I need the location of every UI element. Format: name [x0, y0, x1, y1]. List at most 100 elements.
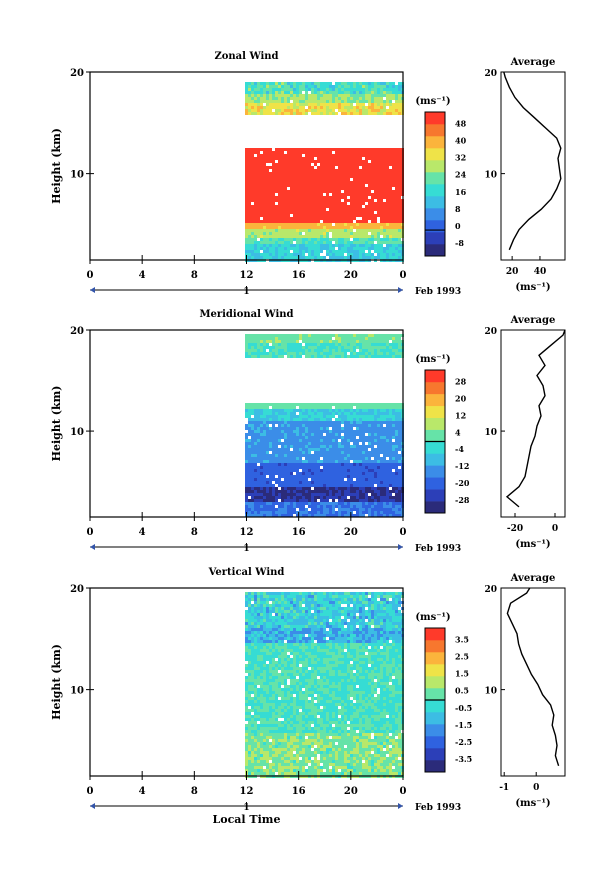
heatmap-cell	[383, 196, 386, 199]
heatmap-cell	[278, 235, 281, 238]
heatmap-cell	[350, 346, 353, 349]
heatmap-cell	[293, 151, 296, 154]
heatmap-cell	[383, 415, 386, 418]
heatmap-cell	[248, 88, 251, 91]
heatmap-cell	[329, 418, 332, 421]
heatmap-cell	[362, 148, 365, 151]
heatmap-cell	[335, 442, 338, 445]
heatmap-cell	[281, 508, 284, 511]
heatmap-cell	[293, 352, 296, 355]
heatmap-cell	[287, 508, 290, 511]
heatmap-cell	[320, 208, 323, 211]
colorbar-swatch	[425, 394, 445, 406]
heatmap-cell	[380, 181, 383, 184]
heatmap-cell	[353, 214, 356, 217]
heatmap-cell	[314, 490, 317, 493]
heatmap-cell	[380, 88, 383, 91]
heatmap-cell	[305, 490, 308, 493]
heatmap-cell	[389, 424, 392, 427]
heatmap-cell	[266, 211, 269, 214]
heatmap-cell	[341, 478, 344, 481]
heatmap-cell	[260, 508, 263, 511]
heatmap-cell	[386, 235, 389, 238]
heatmap-cell	[266, 490, 269, 493]
heatmap-cell	[323, 223, 326, 226]
heatmap-cell	[380, 238, 383, 241]
heatmap-cell	[305, 82, 308, 85]
heatmap-cell	[398, 223, 401, 226]
heatmap-cell	[350, 493, 353, 496]
heatmap-cell	[338, 103, 341, 106]
heatmap-cell	[392, 226, 395, 229]
heatmap-cell	[386, 250, 389, 253]
heatmap-cell	[350, 505, 353, 508]
heatmap-cell	[275, 244, 278, 247]
heatmap-cell	[350, 244, 353, 247]
heatmap-cell	[305, 112, 308, 115]
heatmap-cell	[257, 235, 260, 238]
heatmap-cell	[293, 451, 296, 454]
heatmap-cell	[266, 337, 269, 340]
heatmap-cell	[350, 148, 353, 151]
heatmap-cell	[293, 436, 296, 439]
heatmap-cell	[302, 445, 305, 448]
heatmap-cell	[341, 229, 344, 232]
heatmap-cell	[338, 463, 341, 466]
heatmap-cell	[374, 475, 377, 478]
heatmap-cell	[380, 493, 383, 496]
heatmap-cell	[278, 190, 281, 193]
heatmap-cell	[329, 475, 332, 478]
heatmap-cell	[329, 169, 332, 172]
heatmap-cell	[332, 178, 335, 181]
heatmap-cell	[290, 508, 293, 511]
heatmap-cell	[341, 97, 344, 100]
heatmap-cell	[329, 217, 332, 220]
heatmap-cell	[335, 241, 338, 244]
heatmap-cell	[284, 253, 287, 256]
heatmap-cell	[374, 250, 377, 253]
heatmap-cell	[308, 166, 311, 169]
heatmap-cell	[380, 421, 383, 424]
heatmap-cell	[335, 232, 338, 235]
heatmap-cell	[260, 256, 263, 259]
heatmap-cell	[287, 250, 290, 253]
heatmap-cell	[248, 241, 251, 244]
heatmap-cell	[290, 97, 293, 100]
heatmap-cell	[278, 337, 281, 340]
heatmap-cell	[278, 511, 281, 514]
heatmap-cell	[368, 88, 371, 91]
heatmap-cell	[302, 202, 305, 205]
heatmap-cell	[320, 448, 323, 451]
heatmap-cell	[287, 334, 290, 337]
heatmap-cell	[323, 244, 326, 247]
heatmap-cell	[383, 217, 386, 220]
heatmap-cell	[257, 193, 260, 196]
heatmap-cell	[341, 181, 344, 184]
heatmap-cell	[251, 352, 254, 355]
heatmap-cell	[257, 211, 260, 214]
heatmap-cell	[263, 109, 266, 112]
heatmap-cell	[359, 430, 362, 433]
heatmap-cell	[347, 94, 350, 97]
heatmap-cell	[278, 223, 281, 226]
heatmap-cell	[386, 91, 389, 94]
heatmap-cell	[305, 205, 308, 208]
heatmap-cell	[290, 457, 293, 460]
heatmap-cell	[392, 454, 395, 457]
heatmap-cell	[398, 256, 401, 259]
heatmap-cell	[347, 511, 350, 514]
heatmap-cell	[263, 448, 266, 451]
heatmap-cell	[248, 502, 251, 505]
heatmap-cell	[248, 463, 251, 466]
heatmap-cell	[305, 352, 308, 355]
heatmap-cell	[275, 247, 278, 250]
heatmap-cell	[377, 163, 380, 166]
heatmap-cell	[269, 100, 272, 103]
heatmap-cell	[353, 166, 356, 169]
heatmap-cell	[311, 154, 314, 157]
heatmap-cell	[284, 226, 287, 229]
heatmap-cell	[278, 418, 281, 421]
heatmap-cell	[389, 505, 392, 508]
heatmap-cell	[332, 175, 335, 178]
heatmap-cell	[371, 88, 374, 91]
